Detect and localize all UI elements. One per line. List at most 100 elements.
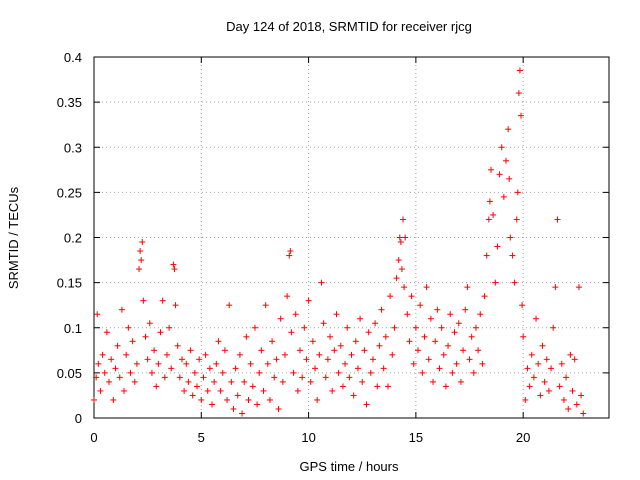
data-point — [496, 171, 503, 178]
data-point — [103, 329, 110, 336]
data-point — [144, 356, 151, 363]
data-point — [519, 302, 526, 309]
data-point — [397, 239, 404, 246]
data-point — [116, 374, 123, 381]
data-point — [183, 360, 190, 367]
data-point — [196, 356, 203, 363]
data-point — [436, 365, 443, 372]
data-point — [139, 239, 146, 246]
data-point — [398, 266, 405, 273]
data-point — [558, 360, 565, 367]
data-point — [266, 396, 273, 403]
data-point — [108, 356, 115, 363]
data-point — [286, 252, 293, 259]
data-point — [194, 383, 200, 390]
data-point — [391, 324, 398, 331]
data-point — [198, 396, 205, 403]
data-point — [464, 284, 471, 291]
data-point — [522, 396, 529, 403]
y-tick-label: 0 — [75, 411, 82, 426]
data-point — [301, 324, 308, 331]
chart-title: Day 124 of 2018, SRMTID for receiver rjc… — [226, 19, 472, 34]
data-point — [485, 216, 492, 223]
data-point — [479, 360, 486, 367]
data-point — [406, 338, 413, 345]
data-point — [513, 216, 520, 223]
data-point — [133, 360, 140, 367]
data-point — [97, 387, 104, 394]
data-point — [170, 261, 177, 268]
data-point — [533, 315, 540, 322]
data-point — [518, 112, 525, 119]
y-tick-label: 0.4 — [64, 50, 82, 65]
data-point — [565, 405, 572, 412]
y-axis-label: SRMTID / TECUs — [6, 186, 21, 289]
data-point — [442, 383, 449, 390]
data-point — [316, 351, 323, 358]
data-point — [125, 324, 132, 331]
data-point — [578, 392, 585, 399]
data-point — [380, 365, 387, 372]
data-point — [423, 284, 430, 291]
data-point — [477, 311, 484, 318]
data-point — [412, 324, 419, 331]
data-point — [219, 369, 226, 376]
data-point — [110, 396, 117, 403]
data-point — [365, 329, 372, 336]
data-point — [440, 351, 447, 358]
data-point — [515, 90, 522, 97]
data-point — [264, 360, 271, 367]
data-point — [249, 383, 256, 390]
data-point — [537, 392, 544, 399]
data-point — [232, 365, 239, 372]
data-point — [545, 387, 552, 394]
data-point — [550, 324, 557, 331]
data-point — [331, 347, 338, 354]
data-point — [155, 360, 162, 367]
data-point — [256, 369, 263, 376]
data-point — [434, 306, 441, 313]
y-tick-label: 0.05 — [57, 366, 82, 381]
data-point — [382, 333, 389, 340]
data-point — [94, 311, 101, 318]
axis-ticks: 0 5 10 15 20 0 0.05 0.1 0.15 0.2 0.25 0.3 0.35 0.4 — [57, 50, 609, 445]
data-point — [466, 356, 473, 363]
data-point — [174, 342, 181, 349]
data-point — [472, 324, 479, 331]
data-point — [307, 378, 314, 385]
data-point — [127, 369, 134, 376]
data-point — [374, 383, 381, 390]
data-point — [279, 378, 286, 385]
data-point — [163, 351, 170, 358]
data-point — [354, 365, 361, 372]
data-point — [494, 243, 501, 250]
data-point — [204, 387, 211, 394]
data-point — [224, 396, 231, 403]
data-point — [211, 378, 218, 385]
data-point — [498, 144, 505, 151]
data-point — [275, 405, 282, 412]
data-point — [262, 302, 269, 309]
data-point — [425, 356, 432, 363]
data-point — [384, 383, 391, 390]
data-point — [535, 360, 542, 367]
data-point — [176, 374, 183, 381]
data-points — [91, 67, 587, 417]
data-point — [168, 365, 175, 372]
data-point — [290, 369, 297, 376]
data-point — [273, 356, 280, 363]
data-point — [500, 193, 507, 200]
data-point — [297, 347, 303, 354]
y-tick-label: 0.35 — [57, 95, 82, 110]
data-point — [575, 284, 582, 291]
data-point — [247, 360, 254, 367]
data-point — [481, 293, 488, 300]
data-point — [294, 387, 301, 394]
data-point — [189, 392, 196, 399]
data-point — [503, 157, 509, 164]
data-point — [123, 351, 130, 358]
data-point — [369, 356, 376, 363]
data-point — [571, 356, 578, 363]
data-point — [324, 356, 331, 363]
data-point — [455, 320, 462, 327]
